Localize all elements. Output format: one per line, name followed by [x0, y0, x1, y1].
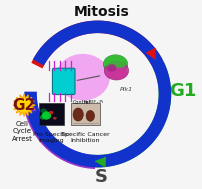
- Ellipse shape: [48, 111, 53, 115]
- Ellipse shape: [103, 56, 126, 69]
- Text: Pro Specific
Imaging: Pro Specific Imaging: [33, 132, 69, 143]
- Ellipse shape: [73, 108, 83, 121]
- Ellipse shape: [42, 111, 51, 120]
- Text: Control: Control: [73, 100, 90, 105]
- Ellipse shape: [53, 117, 56, 120]
- Ellipse shape: [104, 61, 128, 80]
- FancyBboxPatch shape: [52, 68, 75, 94]
- Text: Mitosis: Mitosis: [73, 5, 129, 19]
- Ellipse shape: [107, 64, 116, 72]
- Ellipse shape: [107, 67, 126, 80]
- Ellipse shape: [103, 55, 127, 74]
- Polygon shape: [13, 94, 35, 116]
- Ellipse shape: [40, 108, 47, 113]
- Text: NaREF₄-Pi: NaREF₄-Pi: [83, 100, 103, 104]
- Text: Cell
Cycle
Arrest: Cell Cycle Arrest: [12, 121, 33, 142]
- Ellipse shape: [56, 54, 109, 101]
- Ellipse shape: [40, 115, 45, 120]
- Ellipse shape: [86, 110, 94, 121]
- Bar: [70, 103, 99, 125]
- Bar: [39, 103, 64, 125]
- Text: Specific Cancer
Inhibition: Specific Cancer Inhibition: [61, 132, 109, 143]
- Text: G2: G2: [12, 98, 36, 113]
- Text: S: S: [95, 168, 107, 186]
- Text: G1: G1: [168, 82, 195, 100]
- Text: Plk1: Plk1: [120, 87, 133, 92]
